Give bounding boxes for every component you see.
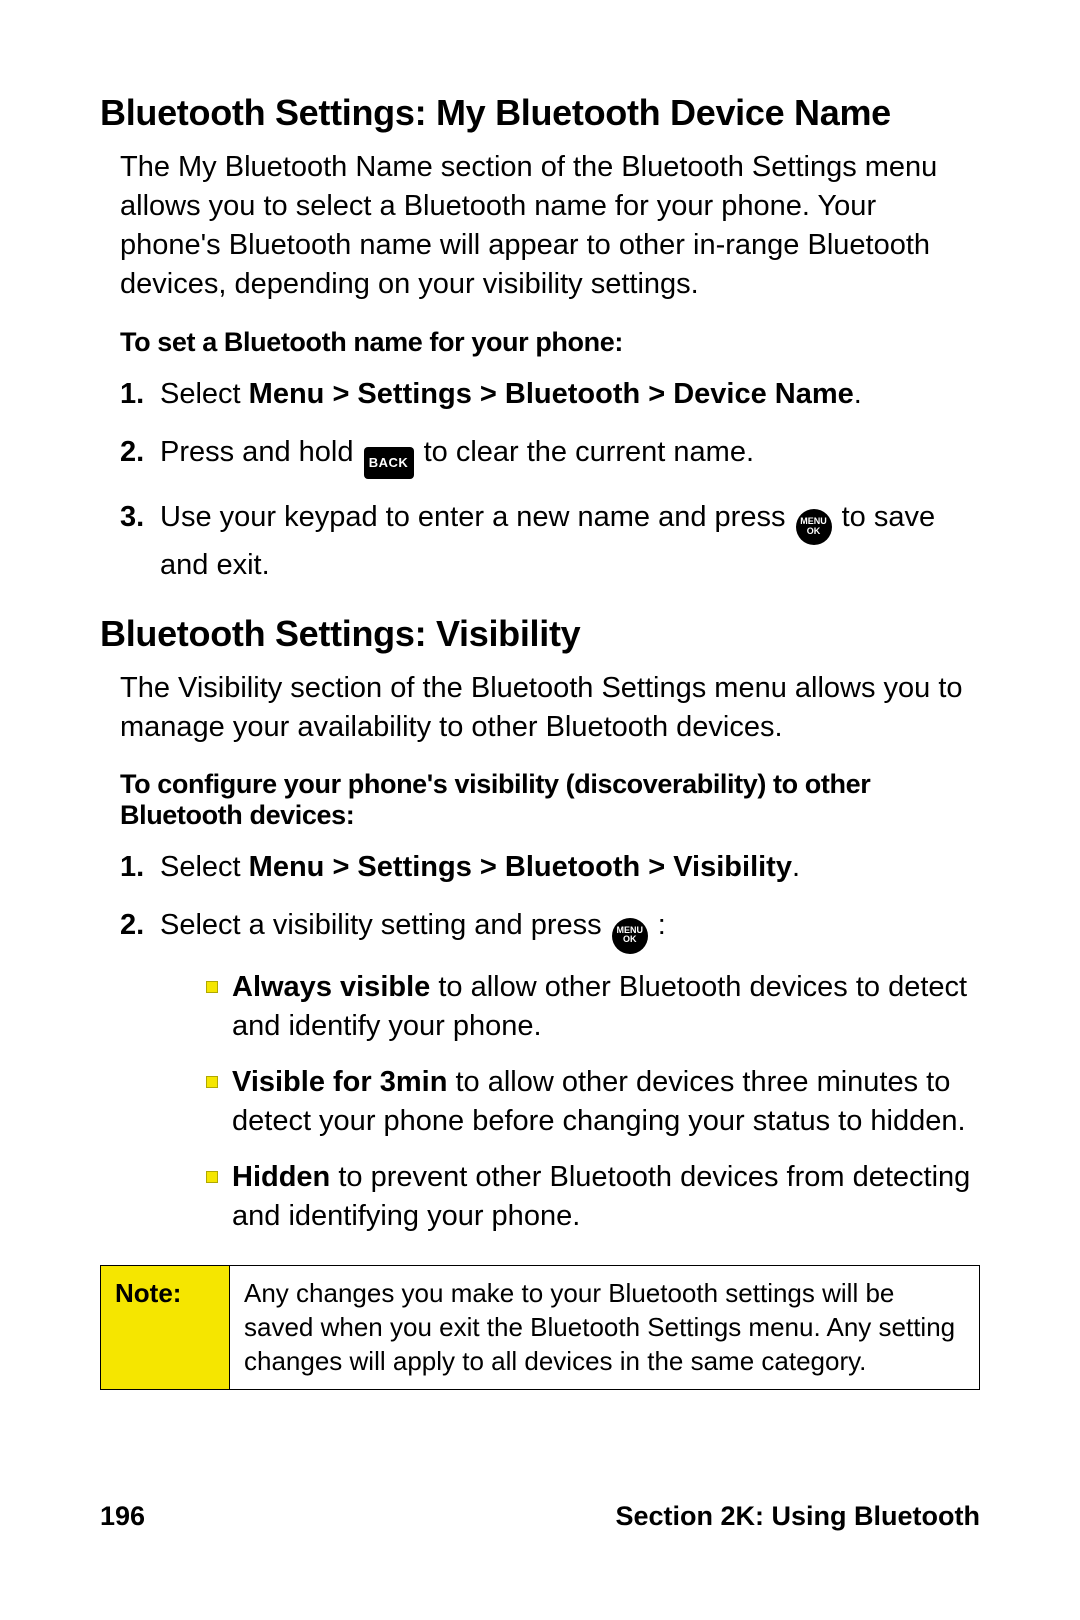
step-text: Press and hold [160, 436, 362, 468]
step-text: Select [160, 378, 249, 410]
back-key-icon: BACK [364, 447, 414, 479]
option-label: Hidden [232, 1161, 330, 1193]
step-text: . [854, 378, 862, 410]
option-hidden: Hidden to prevent other Bluetooth device… [206, 1158, 980, 1237]
option-visible-3min: Visible for 3min to allow other devices … [206, 1063, 980, 1142]
step-text: Use your keypad to enter a new name and … [160, 501, 794, 533]
step-text: Select a visibility setting and press [160, 909, 610, 941]
menu-ok-key-icon: MENUOK [612, 918, 648, 954]
steps-device-name: Select Menu > Settings > Bluetooth > Dev… [100, 374, 980, 586]
step-2: Select a visibility setting and press ME… [120, 905, 980, 1236]
step-1: Select Menu > Settings > Bluetooth > Vis… [120, 847, 980, 887]
leadin-visibility: To configure your phone's visibility (di… [100, 769, 980, 831]
step-text: : [650, 909, 666, 941]
step-text: . [792, 851, 800, 883]
note-label: Note: [101, 1265, 230, 1389]
step-1: Select Menu > Settings > Bluetooth > Dev… [120, 374, 980, 414]
step-2: Press and hold BACK to clear the current… [120, 432, 980, 479]
option-label: Visible for 3min [232, 1066, 447, 1098]
step-path: Menu > Settings > Bluetooth > Device Nam… [249, 378, 854, 410]
intro-visibility: The Visibility section of the Bluetooth … [100, 669, 980, 747]
note-text: Any changes you make to your Bluetooth s… [230, 1265, 980, 1389]
intro-device-name: The My Bluetooth Name section of the Blu… [100, 148, 980, 305]
heading-device-name: Bluetooth Settings: My Bluetooth Device … [100, 92, 980, 134]
option-desc: to prevent other Bluetooth devices from … [232, 1161, 970, 1232]
step-path: Menu > Settings > Bluetooth > Visibility [249, 851, 792, 883]
option-label: Always visible [232, 971, 430, 1003]
menu-ok-key-icon: MENUOK [796, 509, 832, 545]
heading-visibility: Bluetooth Settings: Visibility [100, 613, 980, 655]
section-label: Section 2K: Using Bluetooth [616, 1501, 981, 1532]
step-3: Use your keypad to enter a new name and … [120, 497, 980, 586]
note-box: Note: Any changes you make to your Bluet… [100, 1265, 980, 1390]
steps-visibility: Select Menu > Settings > Bluetooth > Vis… [100, 847, 980, 1236]
leadin-device-name: To set a Bluetooth name for your phone: [100, 327, 980, 358]
step-text: to clear the current name. [416, 436, 755, 468]
step-text: Select [160, 851, 249, 883]
page-footer: 196 Section 2K: Using Bluetooth [100, 1501, 980, 1532]
page-number: 196 [100, 1501, 145, 1532]
visibility-options: Always visible to allow other Bluetooth … [160, 968, 980, 1237]
option-always-visible: Always visible to allow other Bluetooth … [206, 968, 980, 1047]
manual-page: Bluetooth Settings: My Bluetooth Device … [0, 0, 1080, 1620]
